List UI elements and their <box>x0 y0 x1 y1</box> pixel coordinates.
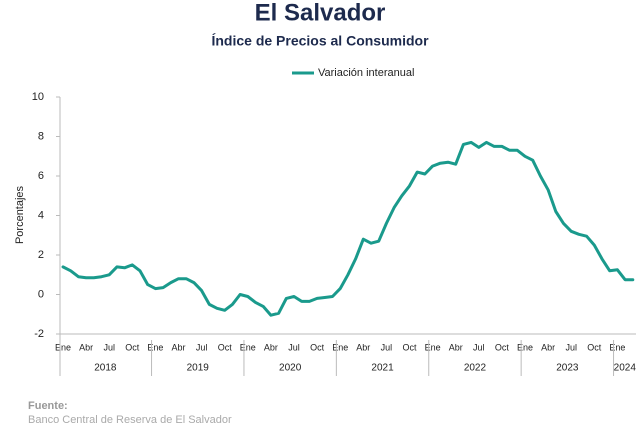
year-label: 2020 <box>279 363 302 374</box>
y-tick-label: 8 <box>38 130 44 142</box>
x-tick-label: Jul <box>288 342 300 352</box>
x-tick-label: Ene <box>517 342 533 352</box>
series-line <box>61 140 635 317</box>
x-tick-label: Jul <box>381 342 393 352</box>
y-tick-label: -2 <box>34 328 44 340</box>
x-tick-label: Ene <box>332 342 348 352</box>
chart-title: El Salvador <box>255 0 386 26</box>
y-axis-label: Porcentajes <box>14 185 26 244</box>
x-tick-label: Oct <box>310 342 325 352</box>
x-tick-label: Ene <box>147 342 163 352</box>
x-tick-label: Abr <box>79 342 93 352</box>
source-label: Fuente: <box>28 400 68 412</box>
y-tick-label: 0 <box>38 288 44 300</box>
y-tick-label: 4 <box>38 209 44 221</box>
x-tick-label: Oct <box>218 342 233 352</box>
y-tick-label: 10 <box>32 91 44 103</box>
x-tick-label: Jul <box>565 342 577 352</box>
x-tick-label: Jul <box>103 342 115 352</box>
x-tick-label: Abr <box>171 342 185 352</box>
year-label: 2021 <box>371 363 394 374</box>
x-tick-label: Oct <box>125 342 140 352</box>
year-label: 2023 <box>556 363 579 374</box>
y-tick-label: 2 <box>38 249 44 261</box>
x-tick-label: Oct <box>495 342 510 352</box>
x-tick-label: Ene <box>240 342 256 352</box>
year-label: 2024 <box>614 363 637 374</box>
x-tick-label: Oct <box>402 342 417 352</box>
x-tick-label: Jul <box>473 342 485 352</box>
source: Banco Central de Reserva de El Salvador <box>28 414 232 424</box>
x-tick-label: Abr <box>541 342 555 352</box>
chart-subtitle: Índice de Precios al Consumidor <box>211 33 429 49</box>
x-tick-label: Abr <box>356 342 370 352</box>
x-tick-label: Abr <box>449 342 463 352</box>
y-tick-label: 6 <box>38 170 44 182</box>
x-tick-label: Ene <box>55 342 71 352</box>
year-label: 2022 <box>464 363 487 374</box>
x-tick-label: Jul <box>196 342 208 352</box>
x-tick-label: Ene <box>425 342 441 352</box>
year-label: 2019 <box>187 363 210 374</box>
x-tick-label: Oct <box>587 342 602 352</box>
x-tick-label: Abr <box>264 342 278 352</box>
year-label: 2018 <box>94 363 117 374</box>
legend-label: Variación interanual <box>318 67 414 79</box>
x-tick-label: Ene <box>609 342 625 352</box>
